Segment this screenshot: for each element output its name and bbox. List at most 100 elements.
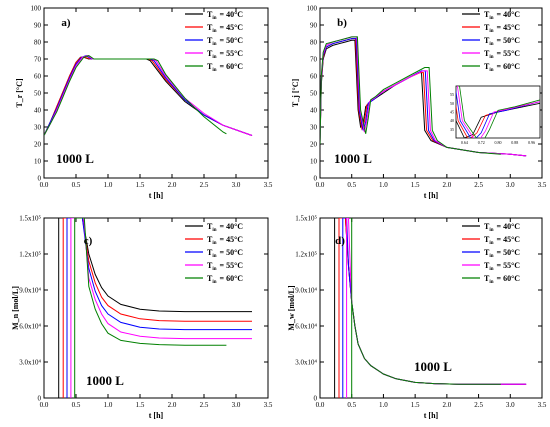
series-line-5: [44, 55, 227, 136]
legend-label: Tin = 60°C: [207, 274, 243, 285]
inset-x-tick-label: 0.64: [461, 140, 468, 145]
y-tick-label: 90: [34, 22, 42, 30]
y-tick-label: 1.5x10⁵: [19, 215, 41, 223]
x-tick-label: 2.5: [200, 181, 209, 189]
x-tick-label: 0.0: [316, 181, 325, 189]
legend-label: Tin = 55°C: [207, 261, 243, 272]
y-tick-label: 70: [310, 56, 318, 64]
panel-c: 0.0 0.5 1.0 1.5 2.0 2.5 3.0 3.5 0 3.0x10⁴ 6.0x10⁴ 9…: [11, 215, 273, 421]
y-tick-label: 10: [34, 158, 42, 166]
panel-label: c): [84, 235, 93, 247]
legend-label: Tin = 40°C: [207, 10, 243, 21]
x-tick-label: 0.0: [40, 401, 49, 409]
x-tick-label: 3.5: [264, 181, 273, 189]
legend-label: Tin = 50°C: [484, 248, 520, 259]
inset-x-tick-label: 0.72: [478, 140, 485, 145]
series-line-4: [70, 218, 252, 398]
x-tick-label: 3.0: [232, 181, 241, 189]
x-tick-label: 2.0: [442, 401, 451, 409]
y-tick-label: 3.0x10⁴: [295, 359, 317, 367]
panel-b: 0.0 0.5 1.0 1.5 2.0 2.5 3.0 3.5 0 10 20 30 40 50 60 70 8…: [291, 5, 547, 201]
y-tick-label: 0: [314, 175, 318, 183]
plot-frame: [43, 217, 269, 399]
x-tick-label: 1.5: [136, 401, 145, 409]
legend-label: Tin = 55°C: [207, 49, 243, 60]
y-tick-label: 70: [34, 56, 42, 64]
legend-label: Tin = 50°C: [484, 36, 520, 47]
x-tick-label: 3.0: [232, 401, 241, 409]
inset-x-tick-label: 0.96: [528, 140, 535, 145]
y-tick-label: 9.0x10⁴: [19, 287, 41, 295]
x-tick-label: 2.0: [168, 401, 177, 409]
legend-label: Tin = 55°C: [484, 261, 520, 272]
panel-label: d): [335, 235, 345, 247]
x-tick-label: 0.5: [72, 181, 81, 189]
legend-label: Tin = 55°C: [484, 49, 520, 60]
volume-annotation: 1000 L: [86, 373, 124, 388]
y-tick-label: 20: [310, 141, 318, 149]
y-tick-label: 10: [310, 158, 318, 166]
x-tick-label: 1.0: [104, 181, 113, 189]
y-tick-label: 1.5x10⁵: [295, 215, 317, 223]
legend-label: Tin = 45°C: [484, 23, 520, 34]
x-tick-label: 0.0: [40, 181, 49, 189]
y-tick-label: 40: [310, 107, 318, 115]
volume-annotation: 1000 L: [414, 359, 452, 374]
inset-plot: 0.64 0.72 0.80 0.88 0.96 35 40 45 50 55: [450, 85, 541, 145]
inset-y-tick-label: 35: [450, 127, 454, 132]
y-tick-label: 0: [38, 175, 42, 183]
x-axis-label: t [h]: [149, 411, 164, 420]
x-tick-label: 3.5: [538, 401, 547, 409]
y-tick-label: 60: [34, 73, 42, 81]
legend-label: Tin = 45°C: [484, 235, 520, 246]
legend-label: Tin = 50°C: [207, 36, 243, 47]
y-axis-label: T_j [°C]: [291, 79, 300, 108]
y-tick-label: 100: [31, 5, 42, 13]
y-tick-label: 80: [34, 39, 42, 47]
y-tick-label: 0: [38, 395, 42, 403]
x-tick-label: 2.0: [168, 181, 177, 189]
x-tick-label: 2.5: [474, 401, 483, 409]
x-tick-label: 0.5: [347, 401, 356, 409]
x-tick-label: 1.5: [411, 401, 420, 409]
y-tick-label: 80: [310, 39, 318, 47]
x-tick-label: 1.0: [379, 181, 388, 189]
plot-frame: [319, 217, 543, 399]
x-tick-label: 3.5: [264, 401, 273, 409]
series-line-3: [66, 218, 252, 398]
y-tick-label: 9.0x10⁴: [295, 287, 317, 295]
y-tick-label: 3.0x10⁴: [19, 359, 41, 367]
legend-label: Tin = 45°C: [207, 235, 243, 246]
x-tick-label: 1.0: [379, 401, 388, 409]
x-axis-label: t [h]: [424, 191, 439, 200]
y-tick-label: 50: [310, 90, 318, 98]
inset-series-line-5: [459, 86, 540, 138]
y-tick-label: 100: [307, 5, 318, 13]
inset-y-tick-label: 55: [450, 92, 454, 97]
y-tick-label: 0: [314, 395, 318, 403]
inset-y-tick-label: 45: [450, 110, 454, 115]
legend-label: Tin = 40°C: [207, 222, 243, 233]
inset-y-tick-label: 40: [450, 118, 454, 123]
legend-label: Tin = 40°C: [484, 10, 520, 21]
y-tick-label: 1.2x10⁵: [295, 251, 317, 259]
y-axis-label: M_n [mol/L]: [11, 286, 20, 330]
panel-label: a): [61, 17, 71, 29]
series-line-3: [320, 38, 527, 157]
inset-series-line-3: [456, 88, 540, 138]
x-tick-label: 3.0: [506, 181, 515, 189]
panel-label: b): [337, 17, 347, 29]
panel-a: 0.0 0.5 1.0 1.5 2.0 2.5 3.0 3.5 0 10 20 30 40 50 60 70 8…: [15, 5, 273, 201]
x-tick-label: 0.0: [316, 401, 325, 409]
y-tick-label: 6.0x10⁴: [19, 323, 41, 331]
legend-label: Tin = 60°C: [484, 274, 520, 285]
y-tick-label: 6.0x10⁴: [295, 323, 317, 331]
panel-d: 0.0 0.5 1.0 1.5 2.0 2.5 3.0 3.5 0 3.0x10⁴ 6.0x10⁴ 9…: [287, 215, 547, 421]
y-tick-label: 60: [310, 73, 318, 81]
volume-annotation: 1000 L: [56, 151, 94, 166]
legend-label: Tin = 60°C: [207, 62, 243, 73]
y-tick-label: 90: [310, 22, 318, 30]
x-tick-label: 3.0: [506, 401, 515, 409]
series-line-5: [351, 218, 501, 398]
